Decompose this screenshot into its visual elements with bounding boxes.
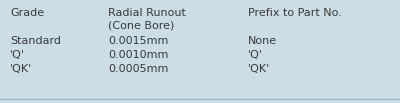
Text: 0.0015mm: 0.0015mm bbox=[108, 36, 168, 46]
Text: 'QK': 'QK' bbox=[248, 64, 270, 74]
Text: Radial Runout: Radial Runout bbox=[108, 8, 186, 18]
Text: 0.0010mm: 0.0010mm bbox=[108, 50, 168, 60]
Text: 'Q': 'Q' bbox=[248, 50, 263, 60]
Text: 0.0005mm: 0.0005mm bbox=[108, 64, 168, 74]
Text: 'QK': 'QK' bbox=[10, 64, 32, 74]
Text: Grade: Grade bbox=[10, 8, 44, 18]
Text: 'Q': 'Q' bbox=[10, 50, 25, 60]
Text: Standard: Standard bbox=[10, 36, 61, 46]
Text: (Cone Bore): (Cone Bore) bbox=[108, 20, 174, 30]
Text: None: None bbox=[248, 36, 277, 46]
Text: Prefix to Part No.: Prefix to Part No. bbox=[248, 8, 342, 18]
